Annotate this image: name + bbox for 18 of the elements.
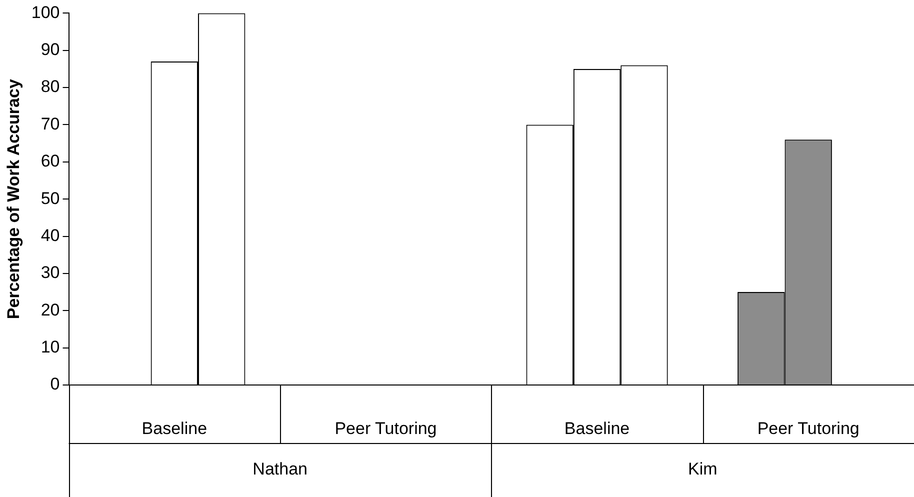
- y-tick-label: 50: [40, 188, 60, 208]
- x-tick-label: Peer Tutoring: [757, 418, 860, 438]
- text: Kim: [688, 460, 718, 479]
- y-tick-label: 30: [40, 263, 60, 282]
- text: Nathan: [252, 460, 308, 479]
- x-tick-label: Baseline: [142, 418, 208, 438]
- y-tick-label: 90: [40, 40, 60, 60]
- y-tick-label: 100: [31, 2, 60, 22]
- y-tick-label: 0: [50, 374, 60, 394]
- y-tick-label: 10: [40, 338, 60, 357]
- y-tick-label: 40: [40, 226, 60, 245]
- y-axis-title: Percentage of Work Accuracy: [4, 78, 23, 320]
- y-tick-label: 70: [40, 114, 60, 134]
- y-tick-label: 20: [40, 300, 60, 320]
- y-tick-label: 80: [40, 77, 60, 96]
- x-tick-label: Baseline: [564, 418, 630, 438]
- x-tick-label: Peer Tutoring: [334, 418, 437, 438]
- y-tick-label: 60: [40, 152, 60, 171]
